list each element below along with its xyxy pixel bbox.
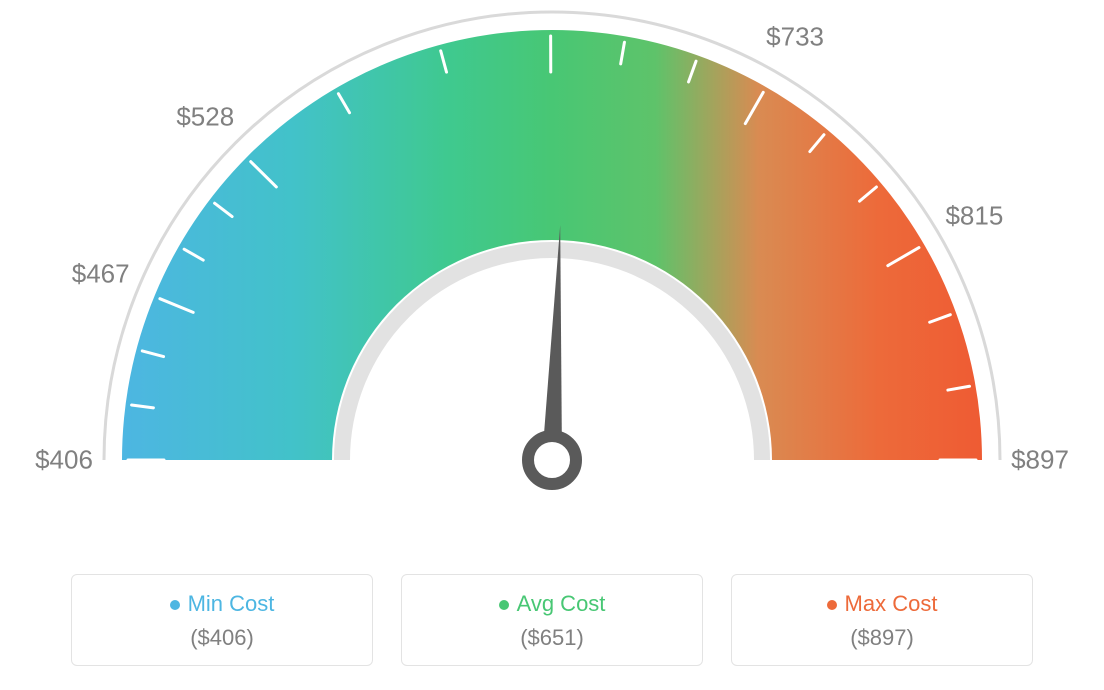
legend-max-value: ($897) [732,625,1032,651]
gauge-tick-label: $733 [766,21,824,52]
legend-min-value: ($406) [72,625,372,651]
legend-avg-label: Avg Cost [517,591,606,616]
legend-max-label: Max Cost [845,591,938,616]
legend-min-title: Min Cost [72,591,372,617]
dot-icon [499,600,509,610]
legend-card-avg: Avg Cost ($651) [401,574,703,666]
gauge-tick-label: $406 [35,445,93,476]
dot-icon [827,600,837,610]
gauge-tick-label: $467 [72,259,130,290]
legend-row: Min Cost ($406) Avg Cost ($651) Max Cost… [0,574,1104,666]
legend-max-title: Max Cost [732,591,1032,617]
legend-avg-value: ($651) [402,625,702,651]
gauge-chart: $406$467$528$651$733$815$897 [0,0,1104,560]
cost-gauge-infographic: $406$467$528$651$733$815$897 Min Cost ($… [0,0,1104,690]
legend-avg-title: Avg Cost [402,591,702,617]
legend-card-max: Max Cost ($897) [731,574,1033,666]
gauge-tick-label: $897 [1011,445,1069,476]
legend-card-min: Min Cost ($406) [71,574,373,666]
gauge-tick-label: $528 [176,101,234,132]
legend-min-label: Min Cost [188,591,275,616]
dot-icon [170,600,180,610]
gauge-tick-label: $815 [945,200,1003,231]
